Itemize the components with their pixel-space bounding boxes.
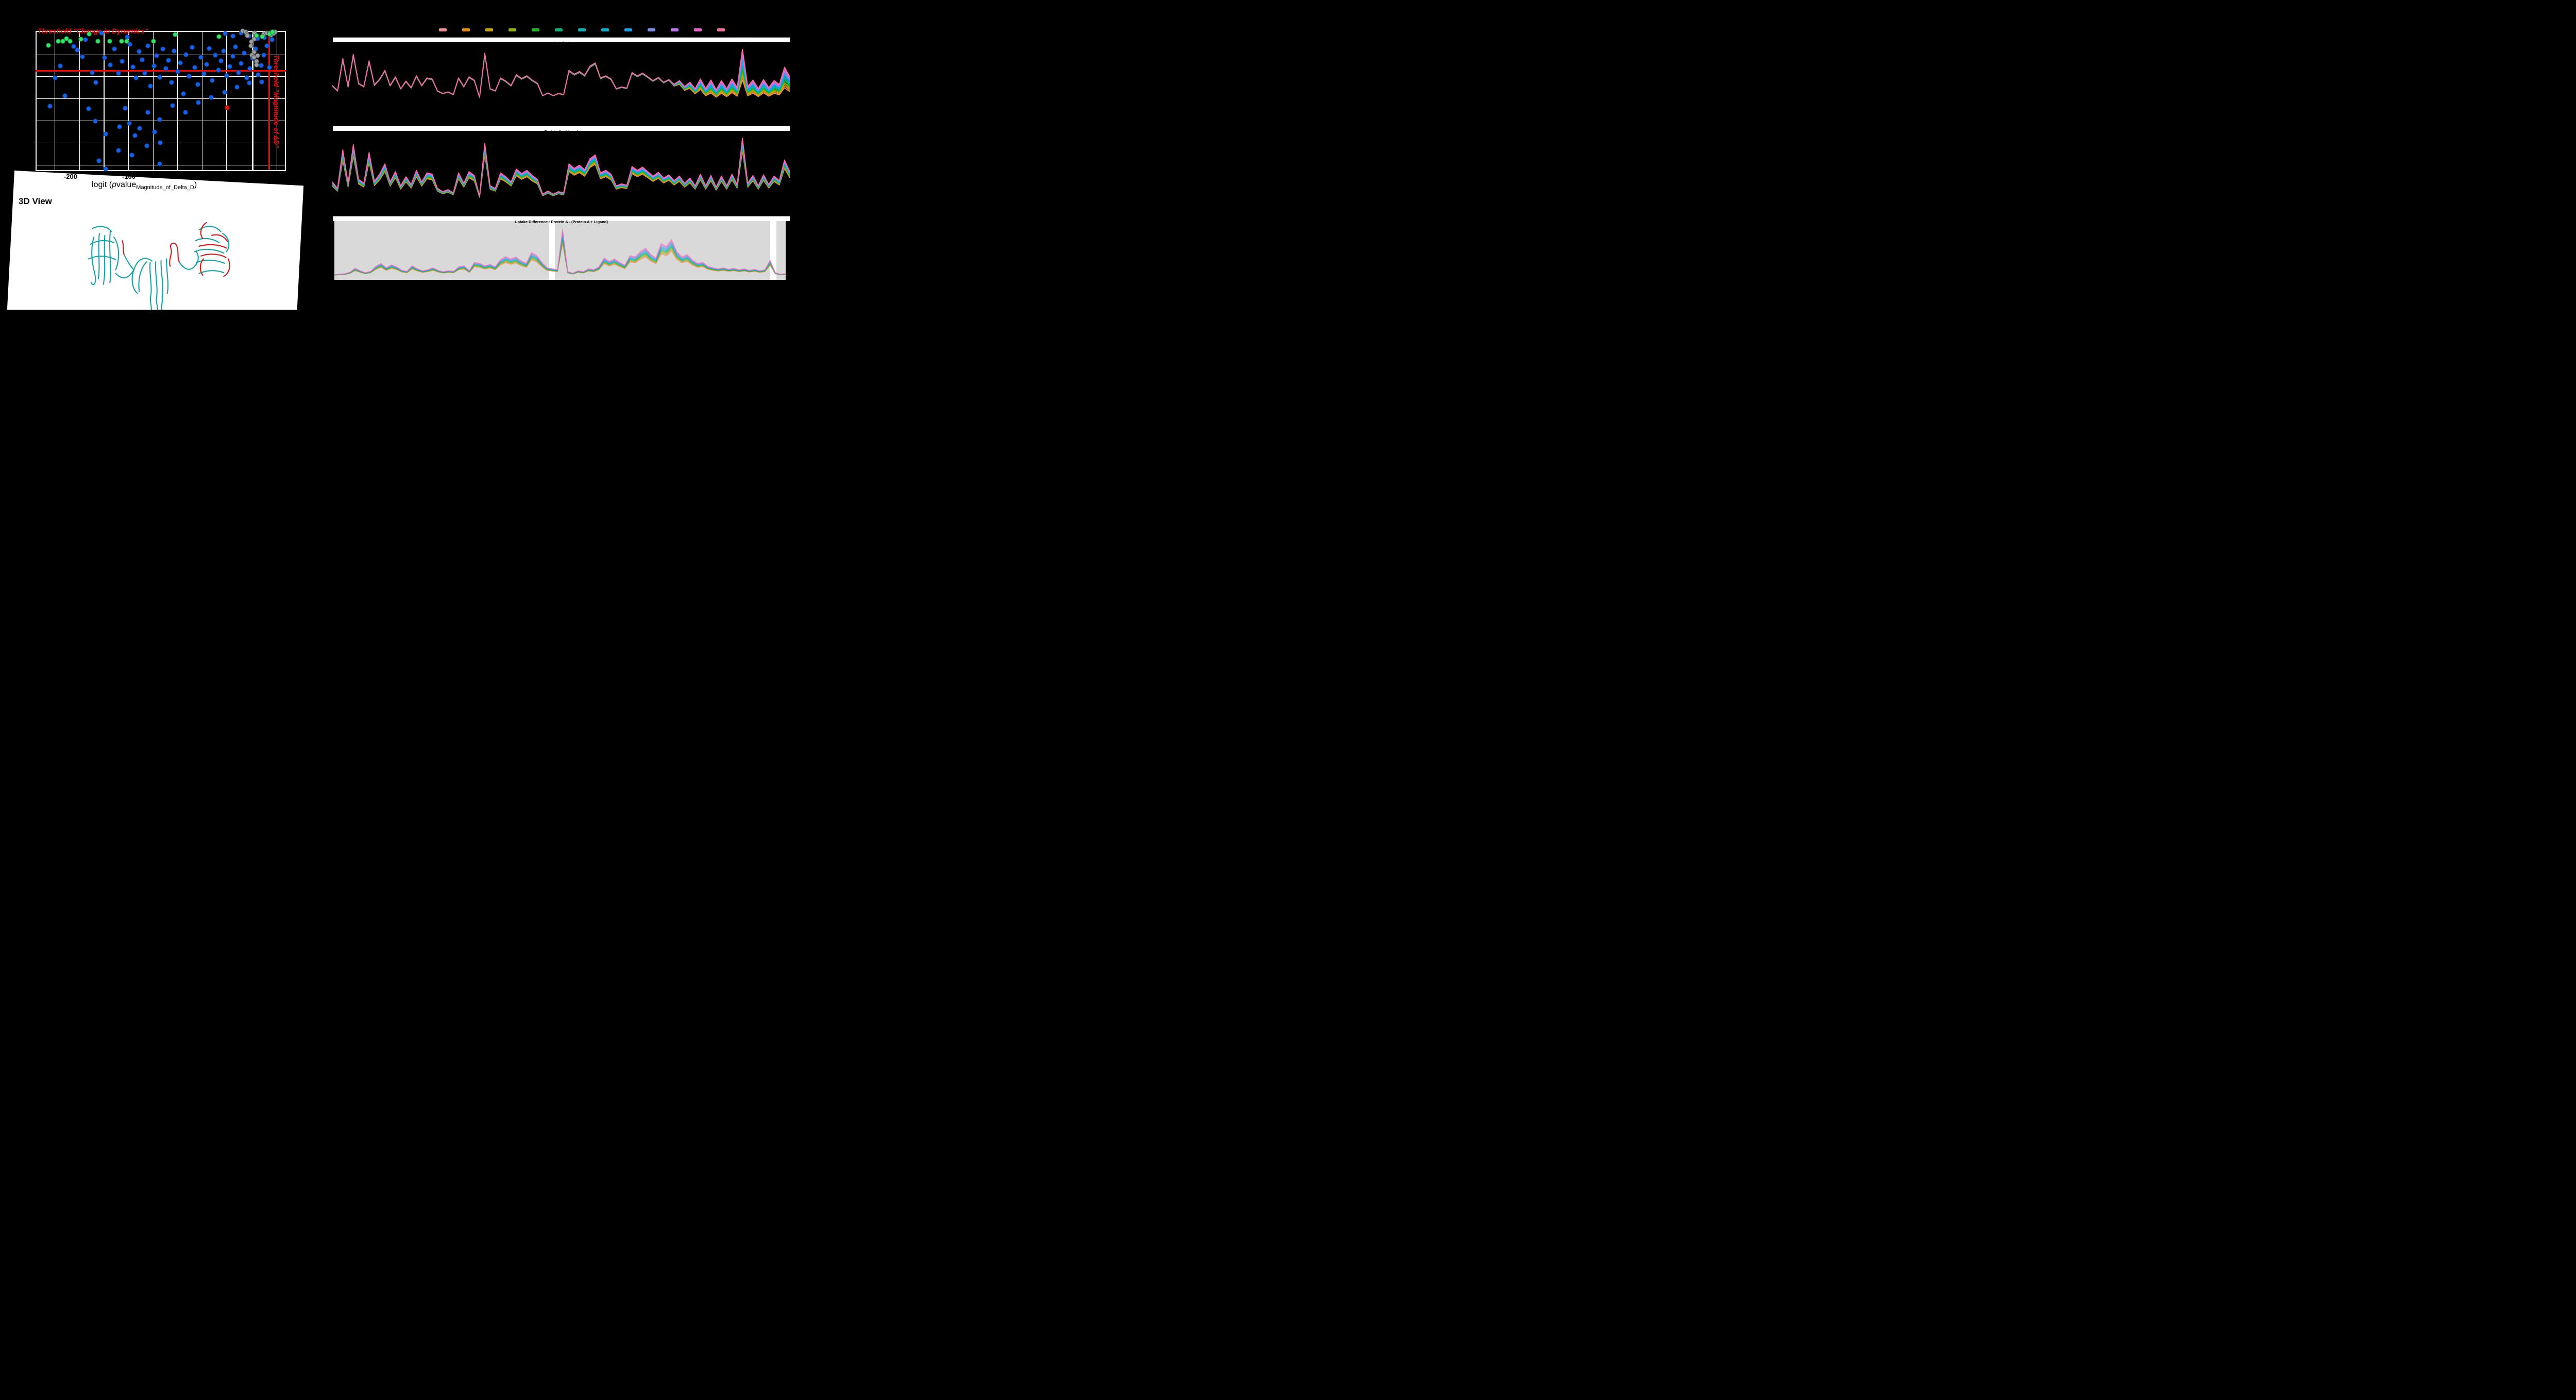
- ribbon-segment-highlighted: [211, 234, 228, 242]
- ribbon-segment-highlighted: [200, 222, 207, 240]
- volcano-x-axis-title: logit (pvalueMagnitude_of_Delta_D): [92, 180, 197, 191]
- threshold-line-vertical[interactable]: [268, 31, 270, 170]
- legend-swatch-t2[interactable]: [462, 28, 470, 31]
- hdx-dashboard: Threshold "Change in Dynamics" Threshold…: [0, 0, 808, 310]
- legend-swatch-t4[interactable]: [509, 28, 516, 31]
- gridline-v: [177, 32, 178, 170]
- x-label-pre: logit (: [92, 180, 112, 189]
- ribbon-segment: [131, 269, 138, 294]
- legend-swatch-t3[interactable]: [485, 28, 493, 31]
- chart-title-bar-uptake-difference: Uptake Difference : Protein A - (Protein…: [333, 216, 790, 224]
- legend-swatch-t12[interactable]: [694, 28, 702, 31]
- gridline-v: [128, 32, 129, 170]
- chart-title-bar-protein-a-ligand: Protein A + Ligand: [333, 126, 790, 134]
- threshold-magnitude-label: Threshold "Magnitude of ΔD": [273, 55, 280, 148]
- legend-swatch-t7[interactable]: [578, 28, 586, 31]
- legend-swatch-t10[interactable]: [648, 28, 655, 31]
- ribbon-segment: [109, 231, 111, 283]
- uptake-difference-chart[interactable]: [334, 227, 786, 276]
- legend-swatch-t8[interactable]: [601, 28, 609, 31]
- protein-ribbon-structure[interactable]: [47, 215, 264, 310]
- x-label-p: p: [112, 180, 117, 189]
- ribbon-segment: [155, 261, 158, 299]
- gridline-h: [37, 98, 285, 99]
- x-label-close: ): [194, 180, 197, 189]
- ribbon-segment: [97, 233, 100, 280]
- ribbon-segment: [195, 259, 225, 264]
- gridline-v: [252, 32, 253, 170]
- ribbon-segment: [166, 258, 169, 294]
- ribbon-segment: [160, 260, 164, 298]
- gridline-v: [226, 32, 227, 170]
- ribbon-segment: [149, 296, 152, 310]
- uptake-chart-protein-a[interactable]: [332, 49, 790, 103]
- legend-swatch-t5[interactable]: [532, 28, 539, 31]
- ribbon-segment-highlighted: [175, 244, 180, 263]
- difference-chart-gap-1: [549, 221, 555, 280]
- uptake-line-t11[interactable]: [334, 231, 786, 275]
- ribbon-segment: [103, 234, 106, 285]
- ribbon-segment: [194, 248, 225, 254]
- gridline-h: [37, 76, 285, 77]
- chart-title-protein-a: Protein A: [552, 41, 570, 45]
- volcano-plot[interactable]: Threshold "Change in Dynamics" Threshold…: [36, 27, 286, 171]
- 3d-view-title: 3D View: [19, 196, 52, 206]
- ribbon-segment: [195, 238, 220, 243]
- uptake-line-t1[interactable]: [332, 150, 790, 198]
- legend-swatch-t1[interactable]: [439, 28, 447, 31]
- legend-swatch-t11[interactable]: [671, 28, 679, 31]
- threshold-change-in-dynamics-label: Threshold "Change in Dynamics": [38, 27, 148, 35]
- ribbon-segment-highlighted: [122, 240, 125, 256]
- uptake-line-t3[interactable]: [332, 148, 790, 198]
- x-label-subscript: Magnitude_of_Delta_D: [136, 184, 194, 191]
- ribbon-segment: [222, 233, 230, 252]
- chart-title-protein-a-ligand: Protein A + Ligand: [544, 129, 579, 134]
- ribbon-segment: [194, 251, 199, 267]
- x-tick--200: -200: [64, 173, 78, 180]
- ribbon-segment: [156, 298, 158, 310]
- uptake-line-t13[interactable]: [332, 49, 790, 98]
- x-tick--100: -100: [122, 173, 136, 180]
- uptake-line-t4[interactable]: [332, 147, 790, 198]
- legend-swatch-t13[interactable]: [717, 28, 725, 31]
- uptake-line-t13[interactable]: [332, 138, 790, 197]
- ribbon-segment: [113, 237, 120, 271]
- ribbon-segment-highlighted: [223, 258, 230, 277]
- threshold-line-horizontal[interactable]: [36, 70, 286, 72]
- gridline-v: [104, 32, 105, 170]
- chart-title-bar-protein-a: Protein A: [333, 37, 790, 45]
- ribbon-segment-highlighted: [198, 244, 227, 249]
- ribbon-segment: [138, 261, 148, 292]
- ribbon-segment: [133, 258, 153, 271]
- ribbon-segment-highlighted: [200, 254, 227, 258]
- ribbon-segment-highlighted: [169, 242, 177, 267]
- ribbon-segment: [88, 256, 116, 260]
- ribbon-segment: [115, 269, 134, 279]
- ribbon-segment: [90, 237, 96, 285]
- x-label-value: value: [116, 180, 137, 189]
- gridline-v: [153, 32, 154, 170]
- gridline-v: [79, 32, 80, 170]
- ribbon-segment: [124, 255, 134, 271]
- uptake-chart-protein-a-ligand[interactable]: [332, 138, 790, 203]
- ribbon-segment: [92, 226, 112, 232]
- chart-title-uptake-difference: Uptake Difference : Protein A - (Protein…: [515, 220, 608, 224]
- legend-swatch-t9[interactable]: [624, 28, 632, 31]
- ribbon-segment-highlighted: [199, 258, 204, 276]
- ribbon-segment: [149, 262, 152, 298]
- ribbon-segment: [179, 262, 196, 270]
- uptake-line-t12[interactable]: [334, 230, 786, 275]
- uptake-line-t13[interactable]: [334, 229, 786, 275]
- ribbon-segment: [198, 270, 225, 274]
- uptake-line-t2[interactable]: [332, 149, 790, 198]
- ribbon-segment: [90, 240, 115, 245]
- legend-swatch-t6[interactable]: [555, 28, 563, 31]
- uptake-line-t4[interactable]: [332, 54, 790, 98]
